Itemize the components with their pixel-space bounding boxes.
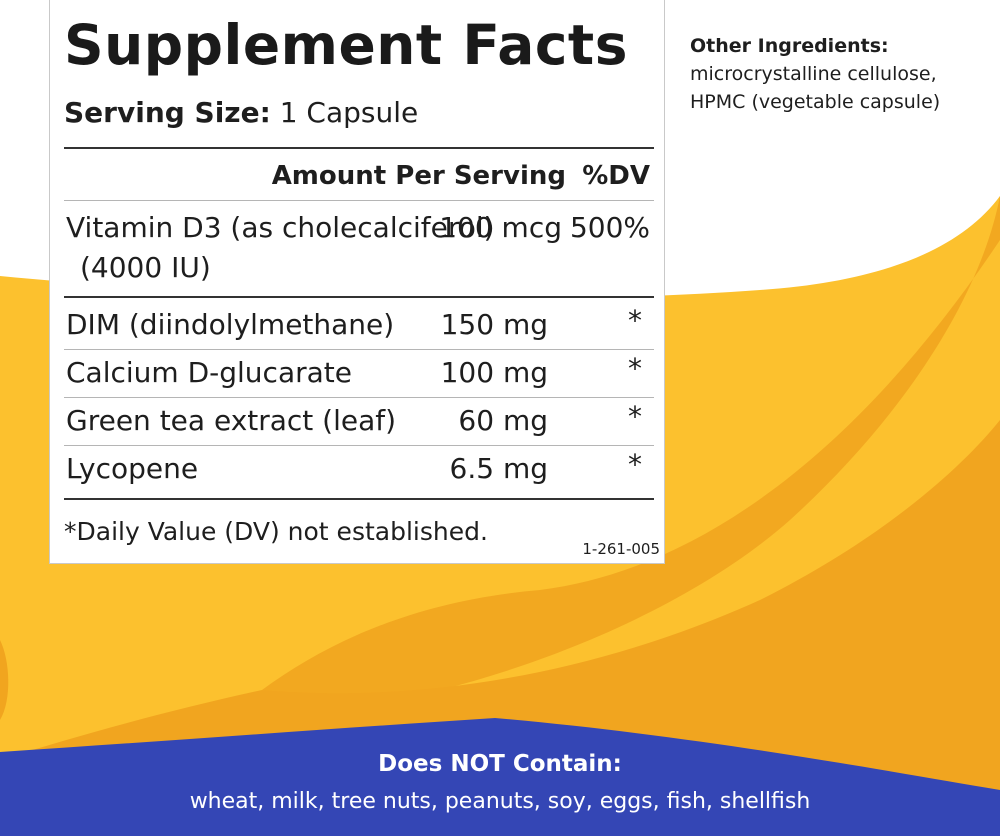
ingredient-amount: 100 mg bbox=[440, 356, 548, 389]
serving-size-label: Serving Size: bbox=[64, 96, 271, 129]
row-divider bbox=[64, 445, 654, 446]
product-code: 1-261-005 bbox=[582, 540, 660, 558]
ingredient-amount: 6.5 mg bbox=[449, 452, 548, 485]
other-ingredients-heading: Other Ingredients: bbox=[690, 35, 889, 57]
ingredient-name: Calcium D-glucarate bbox=[66, 356, 352, 389]
serving-size-value: 1 Capsule bbox=[279, 96, 419, 129]
yellow-swoosh-dark bbox=[262, 196, 1000, 700]
divider-vitamin bbox=[64, 296, 654, 298]
allergen-statement: Does NOT Contain: wheat, milk, tree nuts… bbox=[0, 748, 1000, 818]
vitamin-d3-dv: 500% bbox=[569, 211, 650, 244]
row-divider bbox=[64, 349, 654, 350]
dv-footnote: *Daily Value (DV) not established. bbox=[64, 517, 488, 546]
ingredient-dv: * bbox=[628, 352, 642, 385]
allergen-list: wheat, milk, tree nuts, peanuts, soy, eg… bbox=[189, 789, 811, 814]
panel-title: Supplement Facts bbox=[64, 13, 628, 77]
ingredient-name: Green tea extract (leaf) bbox=[66, 404, 397, 437]
other-ingredients-line: microcrystalline cellulose, bbox=[690, 63, 937, 85]
serving-size: Serving Size: 1 Capsule bbox=[64, 96, 418, 130]
vitamin-d3-amount: 100 mcg bbox=[439, 211, 562, 244]
other-ingredients: Other Ingredients: microcrystalline cell… bbox=[690, 32, 990, 116]
ingredient-dv: * bbox=[628, 304, 642, 337]
vitamin-d3-name: Vitamin D3 (as cholecalciferol) bbox=[66, 211, 495, 244]
ingredient-dv: * bbox=[628, 448, 642, 481]
row-divider bbox=[64, 397, 654, 398]
ingredient-dv: * bbox=[628, 400, 642, 433]
divider-header bbox=[64, 200, 654, 201]
header-dv: %DV bbox=[582, 161, 650, 191]
blue-band bbox=[0, 718, 1000, 836]
ingredient-amount: 60 mg bbox=[458, 404, 548, 437]
divider-top bbox=[64, 147, 654, 149]
yellow-swoosh-highlight bbox=[0, 640, 9, 720]
allergen-heading: Does NOT Contain: bbox=[378, 751, 622, 777]
ingredient-amount: 150 mg bbox=[440, 308, 548, 341]
supplement-facts-panel: Supplement Facts Serving Size: 1 Capsule… bbox=[49, 0, 665, 564]
yellow-swoosh-lower bbox=[0, 420, 1000, 836]
other-ingredients-line: HPMC (vegetable capsule) bbox=[690, 91, 941, 113]
header-amount-per-serving: Amount Per Serving bbox=[271, 161, 566, 191]
ingredient-name: Lycopene bbox=[66, 452, 199, 485]
divider-bottom bbox=[64, 498, 654, 500]
ingredient-name: DIM (diindolylmethane) bbox=[66, 308, 395, 341]
vitamin-d3-iu: (4000 IU) bbox=[80, 251, 211, 284]
